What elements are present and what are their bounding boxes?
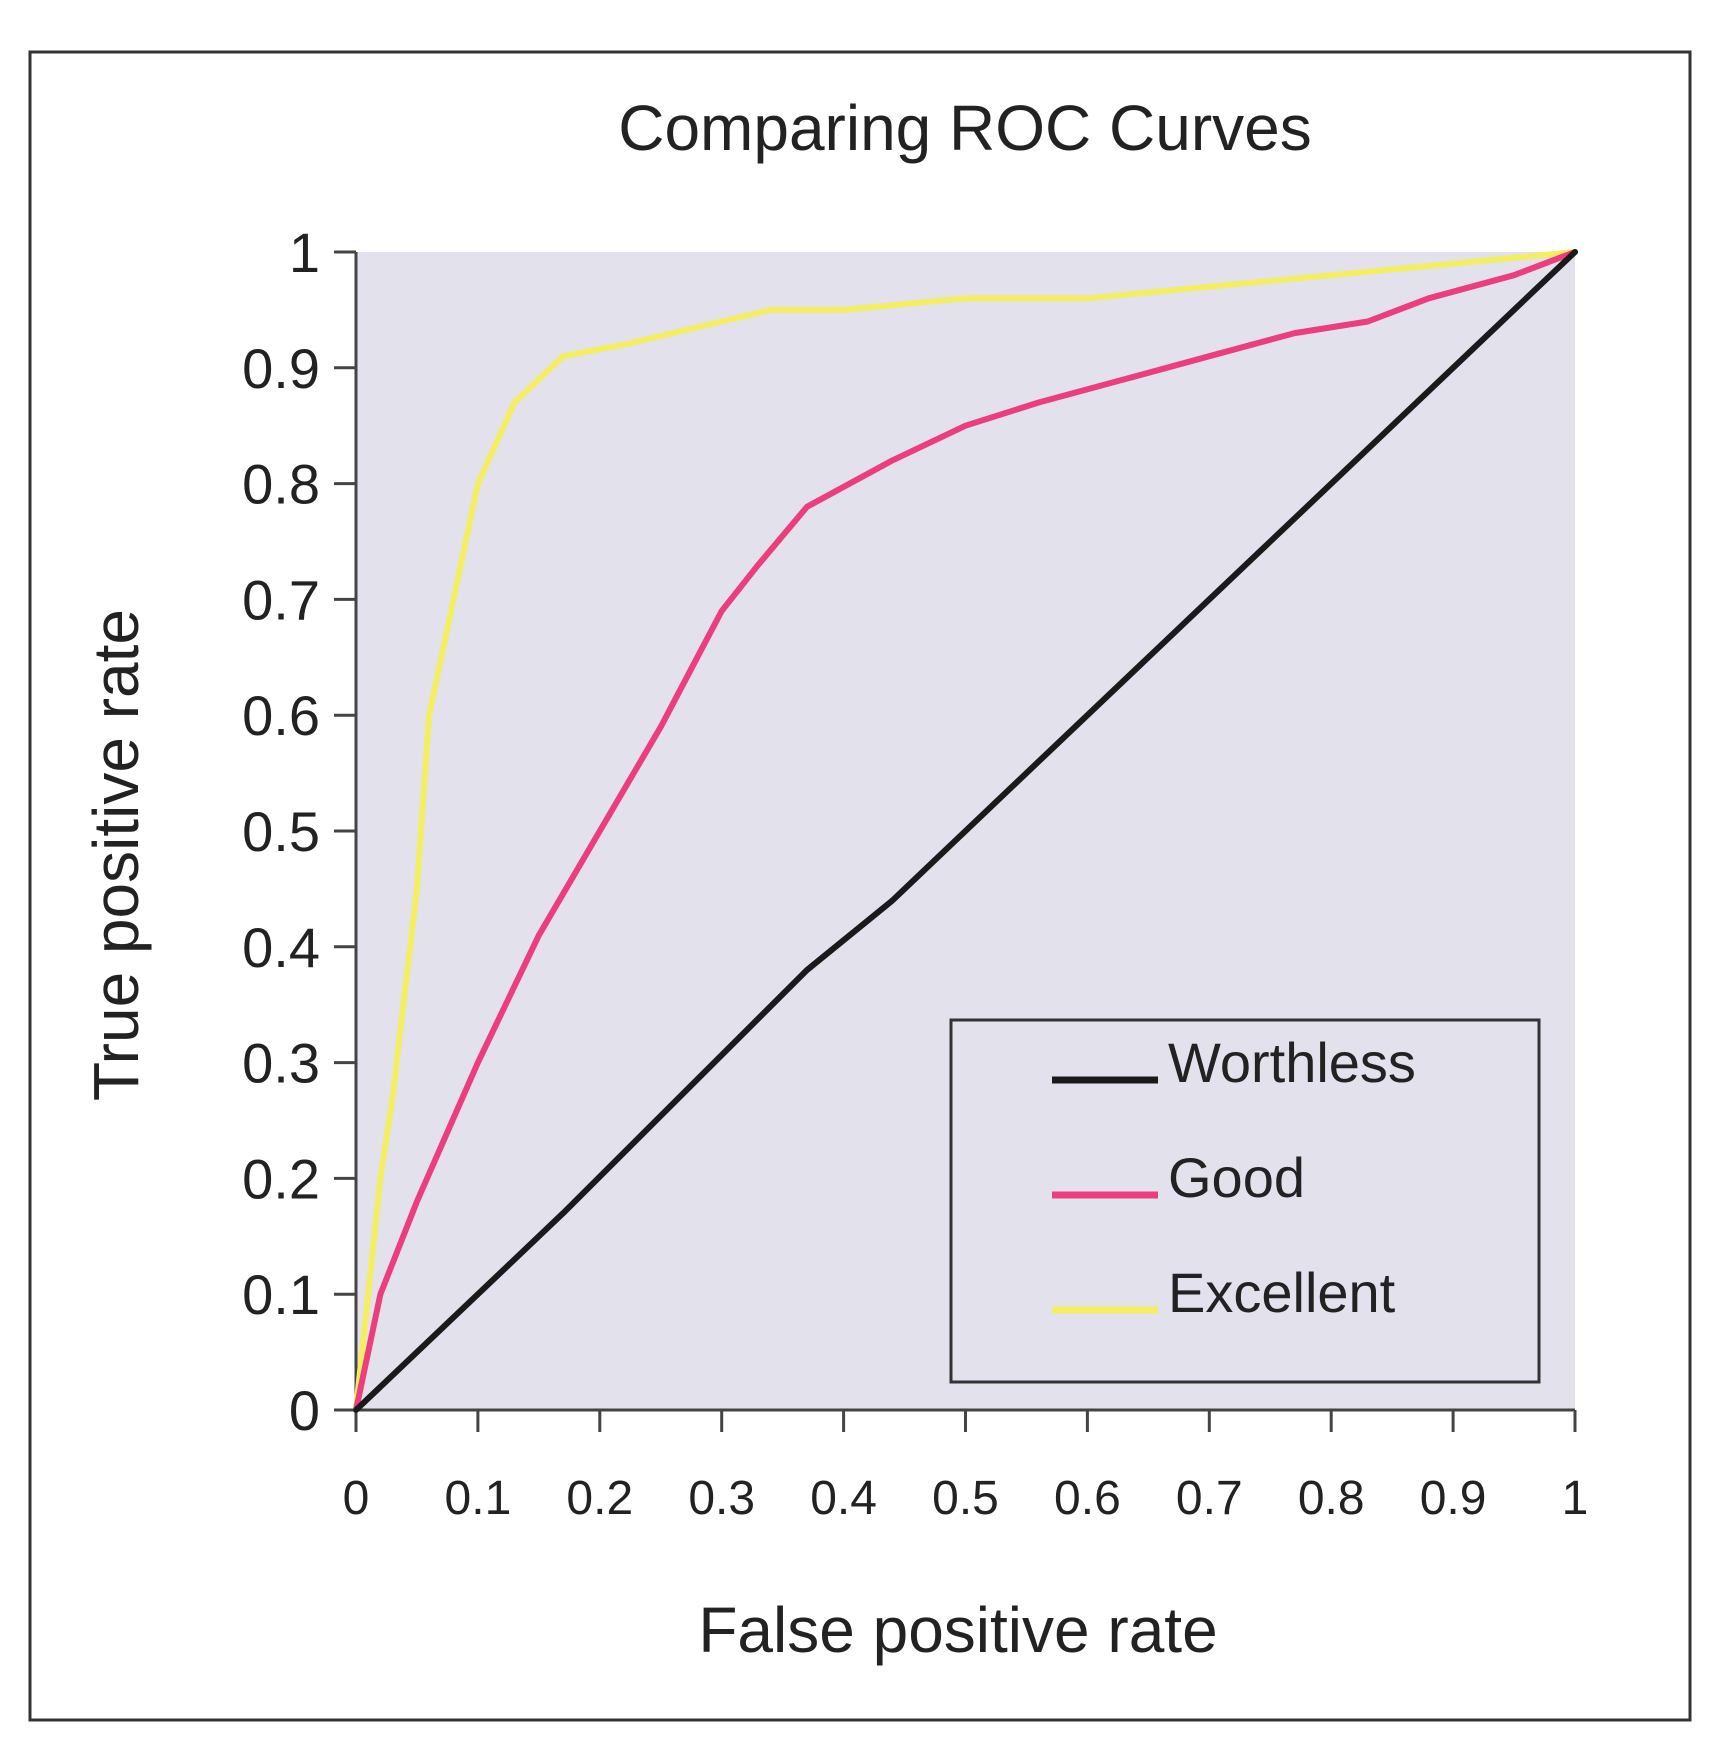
- y-tick-label: 0.1: [242, 1263, 320, 1326]
- x-tick-label: 0.4: [810, 1472, 877, 1525]
- x-tick-label: 0.9: [1420, 1472, 1487, 1525]
- x-tick-label: 0.2: [566, 1472, 633, 1525]
- y-tick-label: 0: [289, 1379, 320, 1442]
- x-ticks: 0 0.1 0.2 0.3 0.4 0.5 0.6 0.7 0.8 0.9 1: [343, 1410, 1589, 1525]
- x-tick-label: 0.6: [1054, 1472, 1121, 1525]
- x-tick-label: 0: [343, 1472, 370, 1525]
- x-tick-label: 0.8: [1298, 1472, 1365, 1525]
- y-tick-label: 0.2: [242, 1147, 320, 1210]
- legend-box: [949, 1018, 1541, 1384]
- legend: Worthless Good Excellent: [949, 1018, 1541, 1384]
- series-group: [353, 249, 1578, 1413]
- x-axis-label: False positive rate: [698, 1594, 1217, 1666]
- y-tick-label: 0.5: [242, 800, 320, 863]
- series-line-worthless: [353, 249, 1578, 1413]
- x-tick-label: 0.1: [445, 1472, 512, 1525]
- y-tick-label: 0.9: [242, 337, 320, 400]
- y-tick-label: 0.8: [242, 453, 320, 516]
- series-line-excellent: [353, 249, 1578, 1413]
- y-tick-label: 0.3: [242, 1032, 320, 1095]
- y-tick-label: 0.6: [242, 684, 320, 747]
- x-tick-label: 0.7: [1176, 1472, 1243, 1525]
- legend-label-worthless: Worthless: [1168, 1031, 1416, 1094]
- y-axis-label: True positive rate: [80, 609, 152, 1101]
- x-tick-label: 1: [1562, 1472, 1589, 1525]
- legend-label-excellent: Excellent: [1168, 1261, 1396, 1324]
- legend-label-good: Good: [1168, 1146, 1305, 1209]
- x-tick-label: 0.3: [688, 1472, 755, 1525]
- series-line-good: [353, 249, 1578, 1413]
- chart-title: Comparing ROC Curves: [618, 92, 1312, 164]
- y-tick-label: 1: [289, 221, 320, 284]
- y-ticks: 0 0.1 0.2 0.3 0.4 0.5 0.6 0.7 0.8 0.9 1: [242, 221, 356, 1442]
- x-tick-label: 0.5: [932, 1472, 999, 1525]
- y-tick-label: 0.7: [242, 568, 320, 631]
- y-tick-label: 0.4: [242, 916, 320, 979]
